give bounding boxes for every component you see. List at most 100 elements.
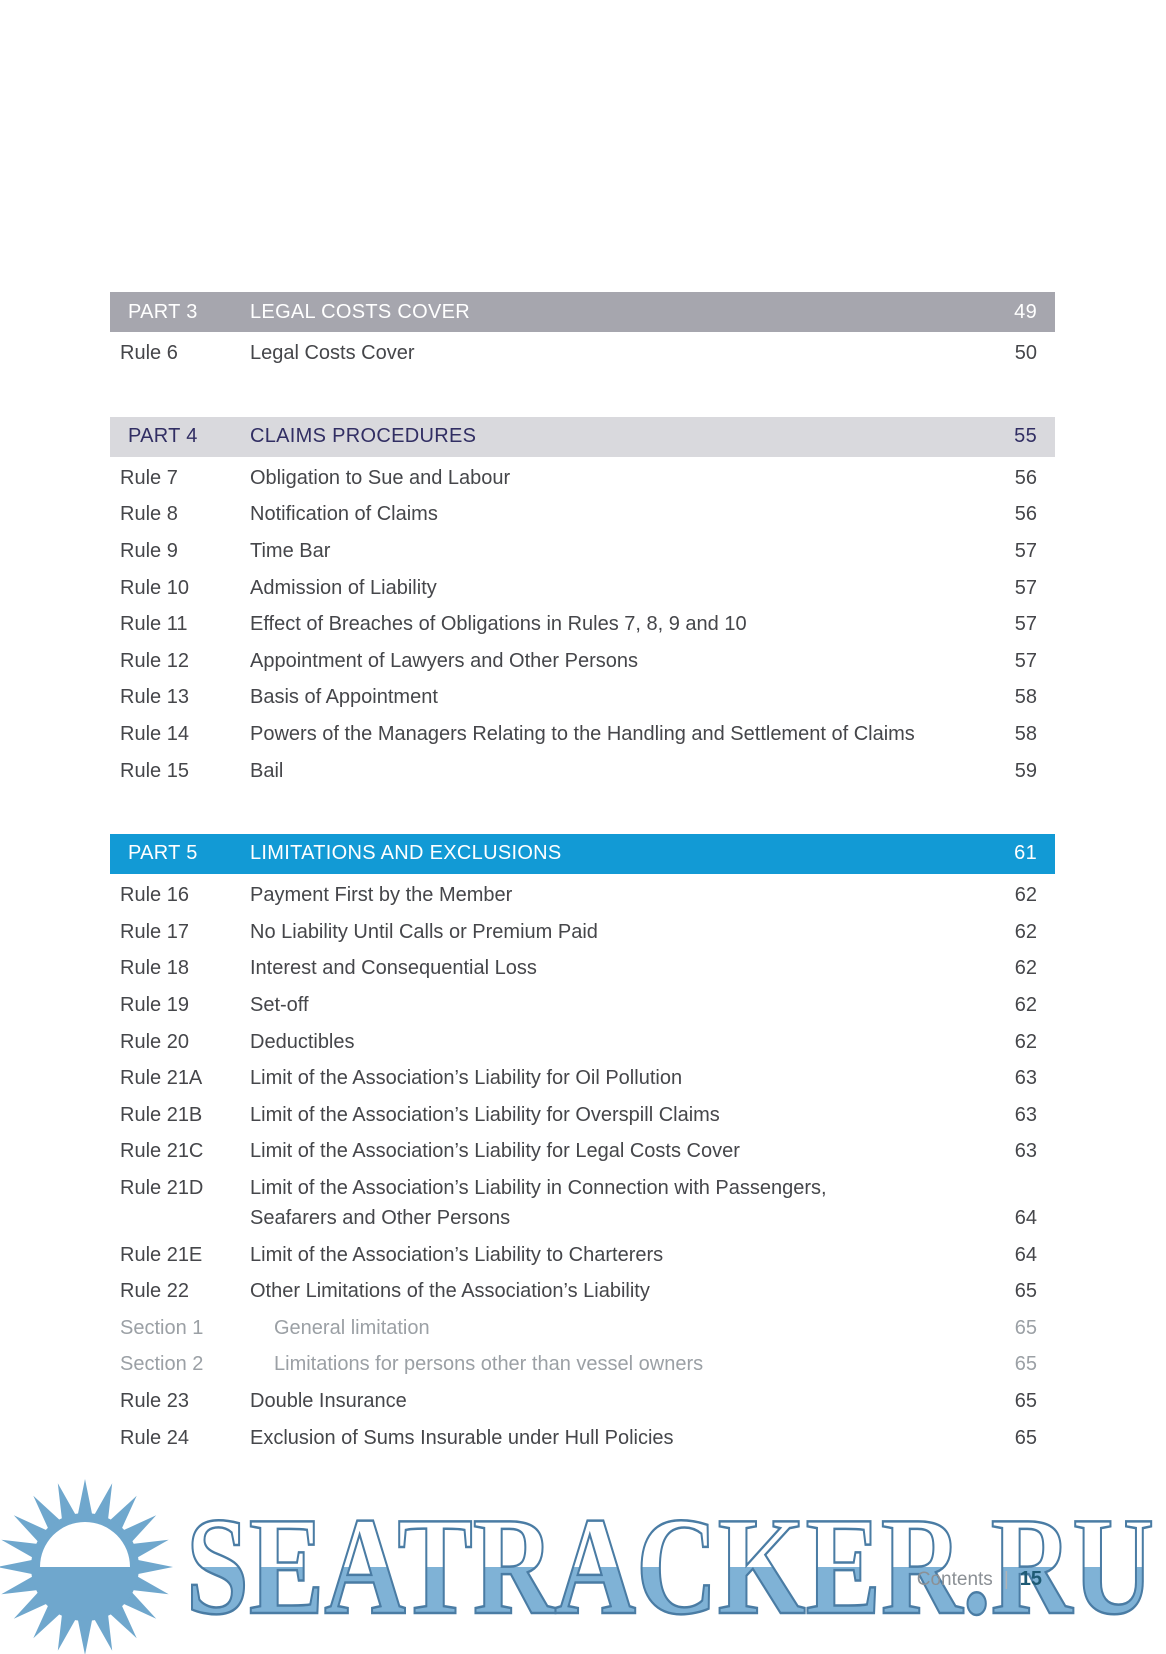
entry-title-line: Basis of Appointment [250, 686, 438, 709]
entry-label: Section 1 [120, 1316, 204, 1339]
entry-page-number: 57 [1014, 540, 1037, 563]
entry-title: Effect of Breaches of Obligations in Rul… [250, 609, 1015, 639]
entry-page-number: 56 [1014, 503, 1037, 526]
entry-label: Rule 22 [120, 1280, 189, 1303]
entry-label: Rule 18 [120, 957, 189, 980]
entry-title: Set-off [250, 990, 1015, 1020]
entry-title-line: Limit of the Association’s Liability to … [250, 1243, 664, 1266]
entry-page-number: 64 [1014, 1243, 1037, 1266]
entry-label: Rule 7 [120, 466, 178, 489]
entry-label: Rule 21D [120, 1176, 204, 1199]
entry-page-number: 65 [1014, 1426, 1037, 1449]
entry-title: Time Bar [250, 536, 1015, 566]
entry-title-line: Interest and Consequential Loss [250, 957, 537, 980]
toc-row: Rule 8 Notification of Claims 56 [110, 496, 1055, 533]
entry-title-line: Other Limitations of the Association’s L… [250, 1280, 650, 1303]
toc-row: Section 1 General limitation 65 [110, 1309, 1055, 1346]
entry-label: Rule 14 [120, 723, 189, 746]
entry-title-line: Bail [250, 759, 284, 782]
entry-label: Rule 13 [120, 686, 189, 709]
entry-page-number: 65 [1014, 1389, 1037, 1412]
part-label: PART 5 [128, 842, 198, 865]
entry-title: Limit of the Association’s Liability to … [250, 1240, 1015, 1270]
entry-title: Limitations for persons other than vesse… [250, 1349, 1015, 1379]
part-entries: Rule 16 Payment First by the Member 62 Rule… [110, 877, 1055, 1456]
toc-row: Rule 21A Limit of the Association’s Liabi… [110, 1060, 1055, 1097]
entry-title: Double Insurance [250, 1386, 1015, 1416]
entry-title: No Liability Until Calls or Premium Paid [250, 917, 1015, 947]
entry-title-line: Limit of the Association’s Liability for… [250, 1067, 683, 1090]
toc-row: Rule 22 Other Limitations of the Associat… [110, 1273, 1055, 1310]
entry-title-line: Powers of the Managers Relating to the H… [250, 723, 915, 746]
entry-page-number: 50 [1014, 342, 1037, 365]
entry-title-line: Exclusion of Sums Insurable under Hull P… [250, 1426, 674, 1449]
entry-page-number: 57 [1014, 613, 1037, 636]
page-footer: Contents | 15 [0, 1568, 1042, 1591]
entry-page-number: 64 [1014, 1206, 1037, 1229]
entry-title-line: Limitations for persons other than vesse… [274, 1353, 704, 1376]
entry-page-number: 62 [1014, 920, 1037, 943]
toc-row: Rule 7 Obligation to Sue and Labour 56 [110, 460, 1055, 497]
entry-title: Notification of Claims [250, 499, 1015, 529]
entry-label: Rule 21E [120, 1243, 203, 1266]
entry-label: Rule 8 [120, 503, 178, 526]
entry-page-number: 65 [1014, 1316, 1037, 1339]
entry-title-line: General limitation [274, 1316, 430, 1339]
entry-page-number: 62 [1014, 994, 1037, 1017]
entry-label: Rule 17 [120, 920, 189, 943]
entry-title: Admission of Liability [250, 573, 1015, 603]
entry-label: Section 2 [120, 1353, 204, 1376]
toc-row: Section 2 Limitations for persons other t… [110, 1346, 1055, 1383]
toc-row: Rule 9 Time Bar 57 [110, 533, 1055, 570]
entry-page-number: 65 [1014, 1353, 1037, 1376]
entry-title-line: Limit of the Association’s Liability for… [250, 1140, 740, 1163]
entry-page-number: 56 [1014, 466, 1037, 489]
toc-row: Rule 23 Double Insurance 65 [110, 1383, 1055, 1420]
entry-title-line: Payment First by the Member [250, 884, 513, 907]
entry-title: Limit of the Association’s Liability in … [250, 1173, 1015, 1233]
entry-title-line: Obligation to Sue and Labour [250, 466, 511, 489]
entry-label: Rule 20 [120, 1030, 189, 1053]
entry-title: Deductibles [250, 1027, 1015, 1057]
entry-page-number: 58 [1014, 686, 1037, 709]
toc-row: Rule 24 Exclusion of Sums Insurable under… [110, 1419, 1055, 1456]
toc-row: Rule 21E Limit of the Association’s Liabi… [110, 1236, 1055, 1273]
part-page-number: 55 [1014, 425, 1037, 448]
entry-title-line: Notification of Claims [250, 503, 438, 526]
toc-row: Rule 20 Deductibles 62 [110, 1023, 1055, 1060]
entry-title-line: Legal Costs Cover [250, 342, 415, 365]
toc: PART 3 LEGAL COSTS COVER 49 Rule 6 Legal Cos… [110, 292, 1055, 1456]
entry-page-number: 65 [1014, 1280, 1037, 1303]
entry-label: Rule 24 [120, 1426, 189, 1449]
entry-page-number: 62 [1014, 957, 1037, 980]
entry-title: Interest and Consequential Loss [250, 953, 1015, 983]
toc-row: Rule 21B Limit of the Association’s Liabi… [110, 1097, 1055, 1134]
entry-title-line: Limit of the Association’s Liability for… [250, 1103, 720, 1126]
toc-row: Rule 6 Legal Costs Cover 50 [110, 335, 1055, 372]
footer-section-label: Contents [916, 1569, 993, 1590]
part-page-number: 61 [1014, 842, 1037, 865]
entry-label: Rule 15 [120, 759, 189, 782]
part-title: LEGAL COSTS COVER [250, 300, 470, 323]
entry-title-line: Seafarers and Other Persons [250, 1206, 511, 1229]
entry-label: Rule 10 [120, 576, 189, 599]
entry-page-number: 63 [1014, 1067, 1037, 1090]
entry-title: General limitation [250, 1313, 1015, 1343]
entry-label: Rule 19 [120, 994, 189, 1017]
entry-page-number: 57 [1014, 576, 1037, 599]
entry-page-number: 62 [1014, 884, 1037, 907]
part-label: PART 3 [128, 300, 198, 323]
entry-label: Rule 21B [120, 1103, 203, 1126]
entry-title-line: Limit of the Association’s Liability in … [250, 1176, 827, 1199]
entry-label: Rule 16 [120, 884, 189, 907]
toc-row: Rule 11 Effect of Breaches of Obligations… [110, 606, 1055, 643]
entry-title: Powers of the Managers Relating to the H… [250, 719, 1015, 749]
entry-title: Other Limitations of the Association’s L… [250, 1276, 1015, 1306]
entry-title: Appointment of Lawyers and Other Persons [250, 646, 1015, 676]
toc-row: Rule 21D Limit of the Association’s Liabi… [110, 1170, 1055, 1237]
entry-title: Legal Costs Cover [250, 338, 1015, 368]
entry-title-line: Admission of Liability [250, 576, 437, 599]
toc-row: Rule 10 Admission of Liability 57 [110, 569, 1055, 606]
toc-row: Rule 18 Interest and Consequential Loss 62 [110, 950, 1055, 987]
